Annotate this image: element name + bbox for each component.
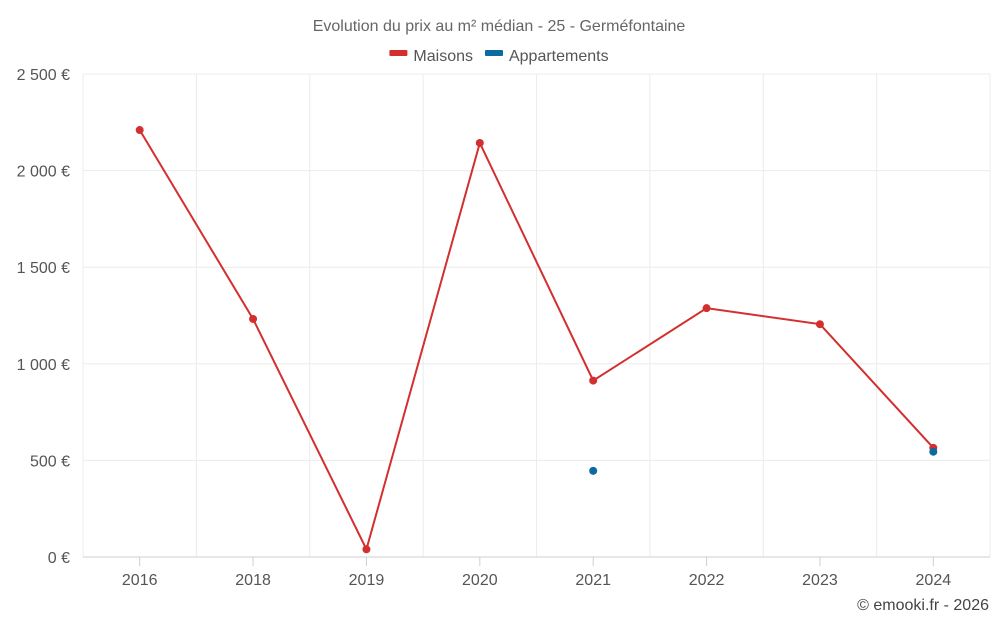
legend-swatch	[389, 50, 408, 56]
x-tick-label: 2024	[916, 572, 952, 589]
y-tick-label: 1 000 €	[17, 357, 70, 374]
legend: Maisons Appartements	[389, 48, 609, 65]
series-appartements	[589, 447, 938, 475]
x-tick-label: 2022	[689, 572, 725, 589]
x-tick-label: 2020	[462, 572, 498, 589]
legend-item[interactable]: Maisons	[389, 48, 473, 65]
y-tick-label: 1 500 €	[17, 260, 70, 277]
x-tick-label: 2023	[802, 572, 838, 589]
x-tick-label: 2021	[575, 572, 611, 589]
credit-label: © emooki.fr - 2026	[857, 597, 989, 614]
x-tick-label: 2019	[349, 572, 385, 589]
data-point[interactable]	[929, 447, 938, 456]
y-tick-label: 500 €	[30, 453, 70, 470]
y-tick-label: 2 500 €	[17, 67, 70, 84]
series-layer	[135, 126, 938, 554]
chart-title: Evolution du prix au m² médian - 25 - Ge…	[313, 18, 686, 35]
series-line	[138, 129, 935, 553]
legend-item[interactable]: Appartements	[484, 48, 609, 65]
grid	[82, 73, 991, 557]
data-point[interactable]	[702, 304, 711, 313]
legend-swatch	[484, 50, 503, 56]
legend-label: Appartements	[509, 48, 609, 65]
data-point[interactable]	[362, 545, 371, 554]
data-point[interactable]	[249, 314, 258, 323]
axes: 0 € 500 € 1 000 € 1 500 € 2 000 € 2 500 € 2016…	[17, 67, 990, 589]
data-point[interactable]	[589, 376, 598, 385]
series-maisons	[135, 126, 938, 554]
y-tick-label: 0 €	[48, 550, 70, 567]
data-point[interactable]	[475, 138, 484, 147]
y-tick-label: 2 000 €	[17, 164, 70, 181]
x-tick-label: 2018	[235, 572, 271, 589]
x-tick-label: 2016	[122, 572, 158, 589]
data-point[interactable]	[815, 320, 824, 329]
data-point[interactable]	[135, 126, 144, 135]
legend-label: Maisons	[413, 48, 473, 65]
data-point[interactable]	[589, 466, 598, 475]
